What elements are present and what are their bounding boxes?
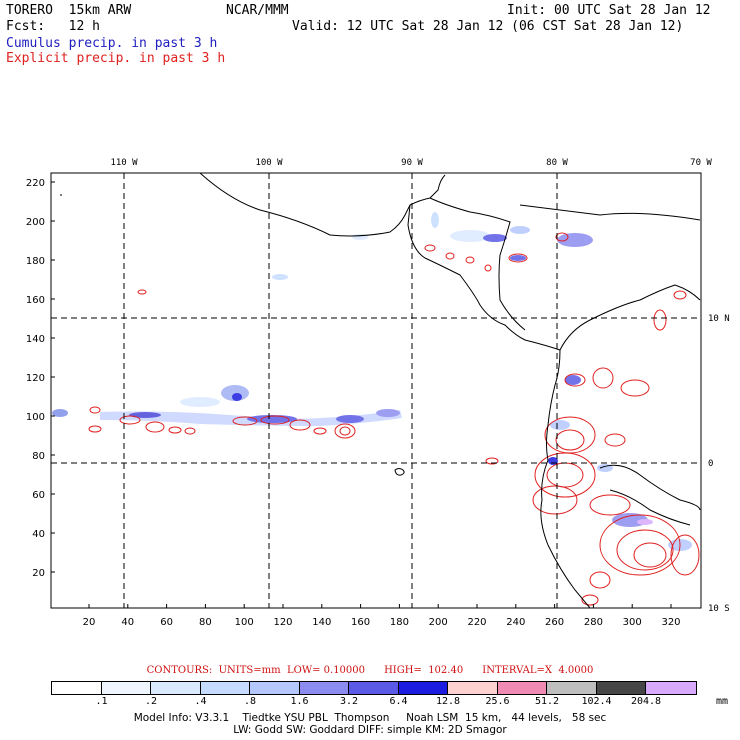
- colorbar-label: 25.6: [485, 696, 510, 707]
- colorbar-units: mm: [715, 696, 729, 707]
- colorbar-swatch: [398, 682, 448, 694]
- lat-lon-grid: [51, 173, 701, 608]
- model-name: TORERO 15km ARW: [6, 3, 132, 18]
- precip-map: 110 W 100 W 90 W 80 W 70 W 10 N 0 10 S 2…: [26, 158, 730, 628]
- x-tick-label: 140: [312, 617, 331, 628]
- colorbar-labels: mm .1 .2 .4 .8 1.6 3.2 6.4 12.8 25.6 51.2 102.4 204…: [0, 696, 740, 708]
- y-tick-label: 200: [26, 217, 45, 228]
- y-tick-label: 180: [26, 256, 45, 267]
- colorbar-swatch: [200, 682, 250, 694]
- colorbar-swatch: [596, 682, 646, 694]
- colorbar-label: 12.8: [435, 696, 461, 707]
- model-info-line2: LW: Godd SW: Goddard DIFF: simple KM: 2D…: [233, 724, 507, 736]
- x-axis: 20 40 60 80 100 120 140 160 180 200 220 240 260 280 30…: [83, 604, 681, 628]
- coastlines: [60, 173, 701, 608]
- lat-label-10s: 10 S: [708, 604, 730, 614]
- x-tick-label: 240: [506, 617, 525, 628]
- x-tick-label: 160: [351, 617, 370, 628]
- y-tick-label: 140: [26, 334, 45, 345]
- lon-label-80w: 80 W: [546, 158, 568, 168]
- y-axis: 220 200 180 160 140 120 100 80 60 40 20: [26, 178, 55, 579]
- map-frame: [50, 172, 702, 609]
- lat-label-0: 0: [708, 459, 713, 469]
- colorbar-label: 6.4: [389, 696, 408, 707]
- lon-label-70w: 70 W: [690, 158, 712, 168]
- x-tick-label: 320: [661, 617, 680, 628]
- colorbar-label: 3.2: [339, 696, 359, 707]
- y-tick-label: 60: [32, 490, 45, 501]
- colorbar-swatch: [299, 682, 349, 694]
- x-tick-label: 100: [235, 617, 254, 628]
- colorbar-label: .2: [144, 696, 158, 707]
- x-tick-label: 20: [83, 617, 96, 628]
- lon-label-90w: 90 W: [401, 158, 423, 168]
- lat-label-10n: 10 N: [708, 314, 730, 324]
- x-tick-label: 40: [121, 617, 134, 628]
- colorbar-label: .1: [95, 696, 108, 707]
- colorbar-swatch: [349, 682, 399, 694]
- x-tick-label: 200: [429, 617, 448, 628]
- x-tick-label: 280: [584, 617, 603, 628]
- forecast-hour: Fcst: 12 h: [6, 19, 100, 34]
- y-tick-label: 100: [26, 412, 45, 423]
- init-time: Init: 00 UTC Sat 28 Jan 12: [507, 3, 711, 18]
- organization: NCAR/MMM: [226, 3, 289, 18]
- x-tick-label: 180: [390, 617, 409, 628]
- y-tick-label: 20: [32, 568, 45, 579]
- colorbar-swatch: [547, 682, 597, 694]
- colorbar-label: 102.4: [581, 696, 612, 707]
- colorbar-label: 51.2: [534, 696, 560, 707]
- colorbar-swatch: [448, 682, 498, 694]
- colorbar-swatch: [497, 682, 547, 694]
- x-tick-label: 60: [160, 617, 173, 628]
- y-tick-label: 160: [26, 295, 45, 306]
- legend-explicit: Explicit precip. in past 3 h: [6, 51, 226, 66]
- x-tick-label: 80: [199, 617, 212, 628]
- y-tick-label: 120: [26, 373, 45, 384]
- y-tick-label: 80: [32, 451, 45, 462]
- colorbar-label: 204.8: [630, 696, 662, 707]
- model-info-line1: Model Info: V3.3.1 Tiedtke YSU PBL Thomp…: [133, 712, 607, 724]
- precip-colorbar: [51, 681, 697, 695]
- explicit-precip-contours: [88, 232, 700, 606]
- colorbar-swatch: [52, 682, 102, 694]
- valid-time: Valid: 12 UTC Sat 28 Jan 12 (06 CST Sat …: [292, 19, 684, 34]
- x-tick-label: 220: [467, 617, 486, 628]
- colorbar-swatch: [101, 682, 151, 694]
- colorbar-swatch: [151, 682, 201, 694]
- lon-label-110w: 110 W: [110, 158, 138, 168]
- x-tick-label: 300: [623, 617, 642, 628]
- x-tick-label: 260: [545, 617, 564, 628]
- legend-cumulus: Cumulus precip. in past 3 h: [6, 36, 218, 51]
- y-tick-label: 220: [26, 178, 45, 189]
- lon-label-100w: 100 W: [255, 158, 283, 168]
- y-tick-label: 40: [32, 529, 45, 540]
- x-tick-label: 120: [273, 617, 292, 628]
- colorbar-label: .4: [194, 696, 207, 707]
- contours-info: CONTOURS: UNITS=mm LOW= 0.10000 HIGH= 10…: [146, 665, 594, 676]
- colorbar-label: .8: [243, 696, 257, 707]
- colorbar-label: 1.6: [290, 696, 309, 707]
- colorbar-swatch: [646, 682, 696, 694]
- colorbar-swatch: [250, 682, 300, 694]
